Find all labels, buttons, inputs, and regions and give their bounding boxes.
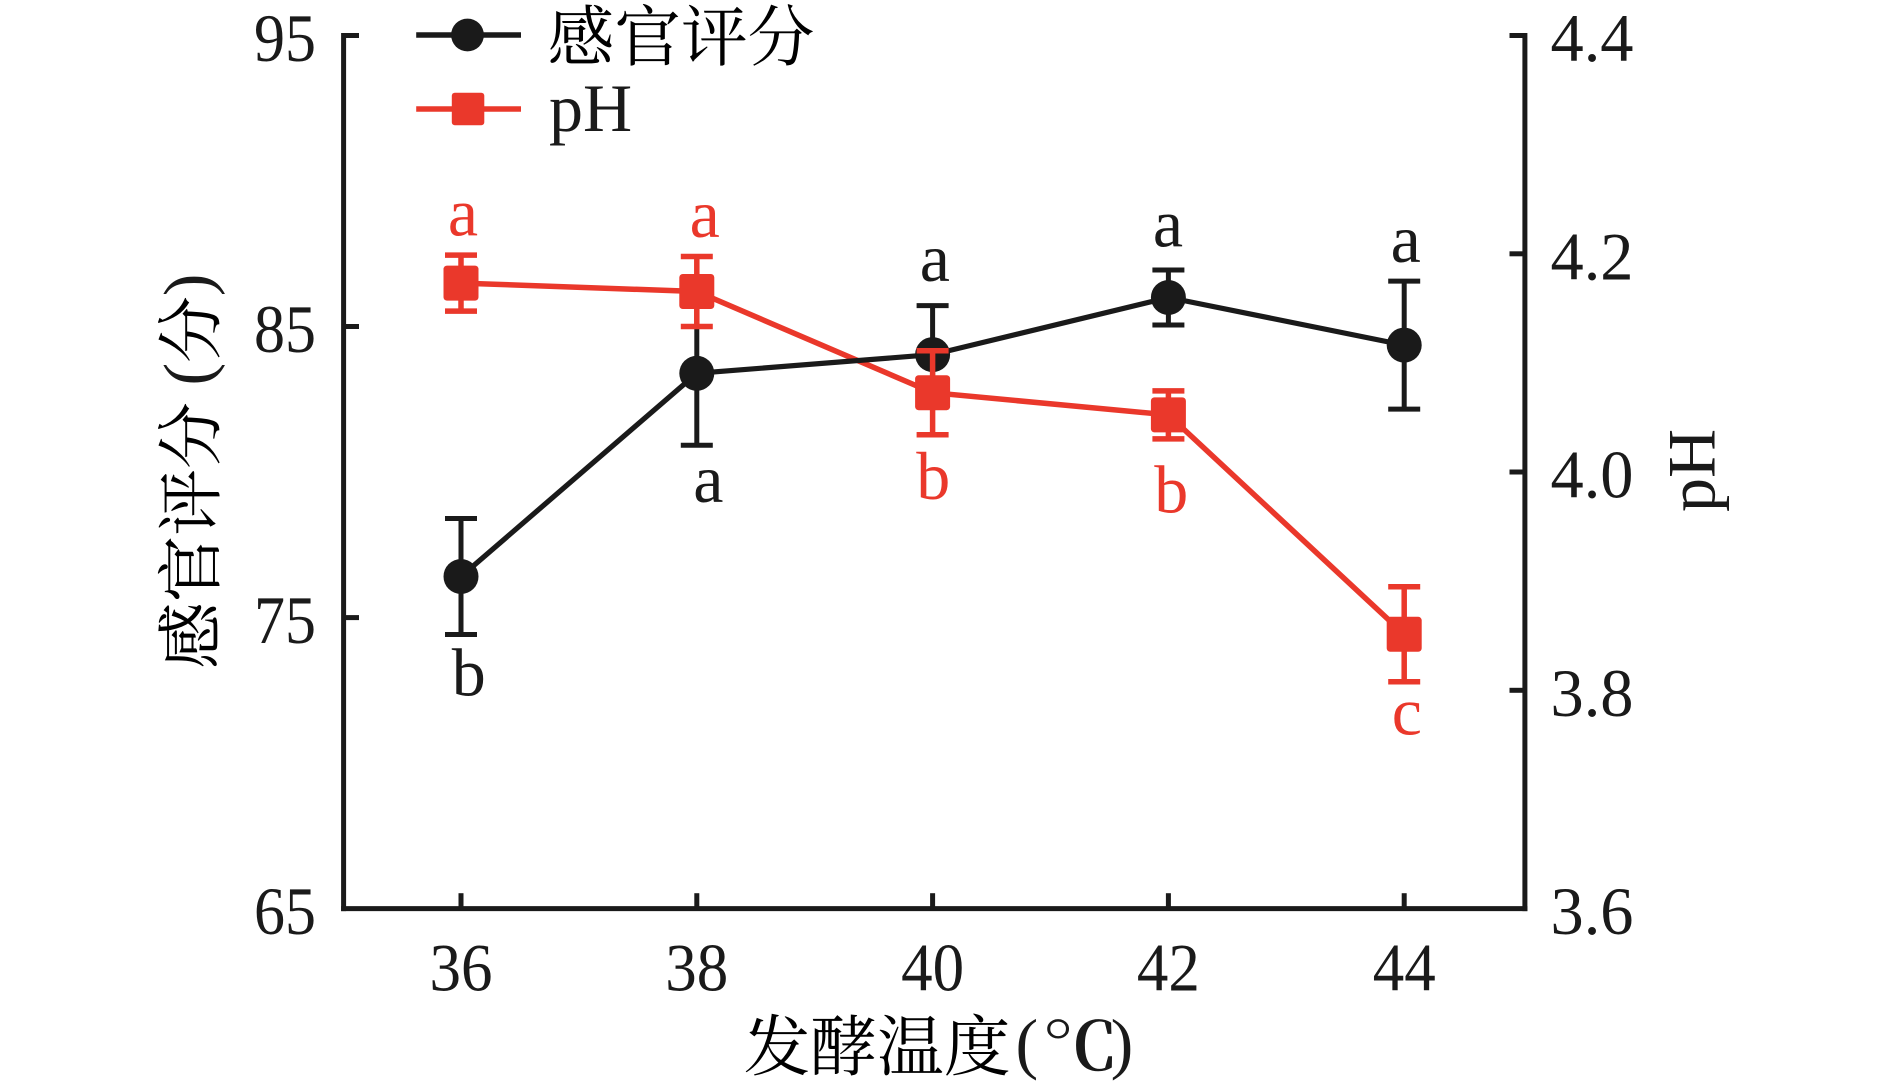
svg-text:pH: pH: [1653, 429, 1729, 512]
svg-text:a: a: [690, 176, 720, 252]
svg-text:b: b: [916, 438, 950, 514]
svg-text:38: 38: [665, 930, 728, 1006]
svg-text:a: a: [693, 441, 723, 517]
svg-text:b: b: [1154, 451, 1188, 527]
svg-text:4.4: 4.4: [1551, 0, 1634, 76]
svg-text:a: a: [1391, 201, 1421, 277]
svg-text:75: 75: [254, 582, 316, 658]
svg-text:44: 44: [1373, 930, 1436, 1006]
svg-text:): ): [149, 274, 225, 297]
svg-text:4.0: 4.0: [1551, 437, 1634, 513]
svg-text:): ): [1111, 1005, 1134, 1081]
svg-text:b: b: [452, 635, 486, 711]
svg-text:a: a: [1153, 185, 1183, 261]
svg-text:a: a: [448, 175, 478, 251]
svg-text:3.6: 3.6: [1551, 873, 1634, 949]
svg-text:40: 40: [901, 930, 964, 1006]
svg-text:3.8: 3.8: [1551, 655, 1634, 731]
svg-text:36: 36: [430, 930, 493, 1006]
svg-text:pH: pH: [549, 70, 632, 146]
svg-text:(: (: [1016, 1005, 1039, 1081]
svg-text:42: 42: [1137, 930, 1200, 1006]
svg-text:(: (: [149, 363, 225, 386]
svg-text:85: 85: [254, 291, 316, 367]
svg-text:95: 95: [254, 0, 316, 76]
svg-text:c: c: [1392, 674, 1422, 750]
svg-text:4.2: 4.2: [1551, 218, 1634, 294]
svg-text:a: a: [920, 220, 950, 296]
svg-text:65: 65: [254, 873, 316, 949]
